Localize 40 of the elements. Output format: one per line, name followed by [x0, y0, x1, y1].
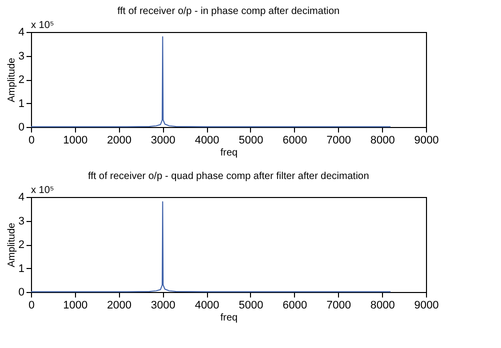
y-tick-label: 1 [18, 98, 24, 110]
y-tick-label: 2 [18, 74, 24, 86]
x-tick-label: 1000 [63, 134, 88, 146]
x-tick-label: 8000 [370, 134, 395, 146]
y-axis-title: Amplitude [6, 57, 18, 102]
chart-title: fft of receiver o/p - quad phase comp after filter after decimation [88, 171, 370, 182]
text: x 10⁵ [31, 185, 54, 196]
x-tick-label: 9000 [414, 134, 439, 146]
x-tick-label: 6000 [282, 134, 308, 146]
y-tick-label: 0 [18, 122, 24, 134]
x-tick-label: 9000 [414, 300, 439, 312]
y-axis-title: Amplitude [6, 222, 18, 268]
y-tick-label: 1 [18, 262, 24, 275]
x-tick-label: 2000 [107, 300, 132, 312]
y-tick-label: 3 [18, 50, 24, 62]
y-tick-label: 3 [18, 215, 24, 228]
x-tick-label: 4000 [194, 134, 220, 146]
x-tick-label: 0 [28, 300, 35, 312]
x-tick-label: 5000 [238, 300, 264, 312]
x-tick-label: 0 [28, 134, 35, 146]
x-tick-label: 7000 [326, 134, 351, 146]
line-series [30, 36, 392, 128]
x-tick-label: 6000 [282, 300, 308, 312]
x-axis-title: freq [220, 312, 238, 324]
chart-title: fft of receiver o/p - in phase comp after decimation [117, 6, 340, 17]
x-tick-label: 1000 [63, 300, 88, 312]
x-tick-label: 2000 [107, 134, 132, 146]
y-tick-label: 4 [18, 26, 24, 38]
x-tick-label: 4000 [194, 300, 220, 312]
x-tick-label: 3000 [150, 300, 176, 312]
x-tick-label: 8000 [370, 300, 395, 312]
y-tick-label: 2 [18, 239, 24, 251]
x-axis-title: freq [220, 148, 238, 158]
y-tick-label: 0 [18, 286, 24, 298]
x-tick-label: 5000 [238, 134, 264, 146]
text: x 10⁵ [31, 20, 54, 31]
line-series [30, 201, 392, 292]
x-tick-label: 7000 [326, 300, 351, 312]
x-tick-label: 3000 [150, 134, 176, 146]
y-tick-label: 4 [18, 192, 24, 204]
